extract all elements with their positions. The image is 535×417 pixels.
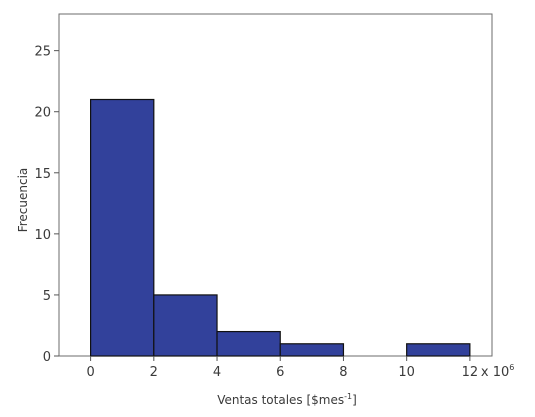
x-multiplier-label: x 106 <box>481 363 514 380</box>
histogram-bar-0 <box>90 98 155 357</box>
histogram-bar-1 <box>153 294 218 357</box>
y-tick-label-10: 10 <box>34 228 51 243</box>
x-tick-label-8: 8 <box>339 365 347 380</box>
histogram-bar-3 <box>279 343 345 357</box>
y-ticks: 0 5 10 15 20 25 <box>34 45 59 365</box>
x-ticks: 0 2 4 6 8 10 12 x 106 <box>86 356 514 380</box>
bars-group <box>90 98 471 357</box>
histogram-bar-2 <box>216 330 281 357</box>
y-tick-label-0: 0 <box>43 350 51 365</box>
x-axis-label: Ventas totales [$mes-1] <box>217 392 357 407</box>
x-tick-label-10: 10 <box>398 365 415 380</box>
x-tick-label-4: 4 <box>213 365 221 380</box>
y-axis-label: Frecuencia <box>16 168 30 233</box>
x-tick-label-2: 2 <box>150 365 158 380</box>
x-tick-label-0: 0 <box>86 365 94 380</box>
y-tick-label-20: 20 <box>34 106 51 121</box>
y-tick-label-25: 25 <box>34 45 51 60</box>
x-tick-label-12: 12 <box>462 365 479 380</box>
histogram-bar-5 <box>406 343 471 357</box>
x-tick-label-6: 6 <box>276 365 284 380</box>
y-tick-label-5: 5 <box>43 289 51 304</box>
y-tick-label-15: 15 <box>34 167 51 182</box>
